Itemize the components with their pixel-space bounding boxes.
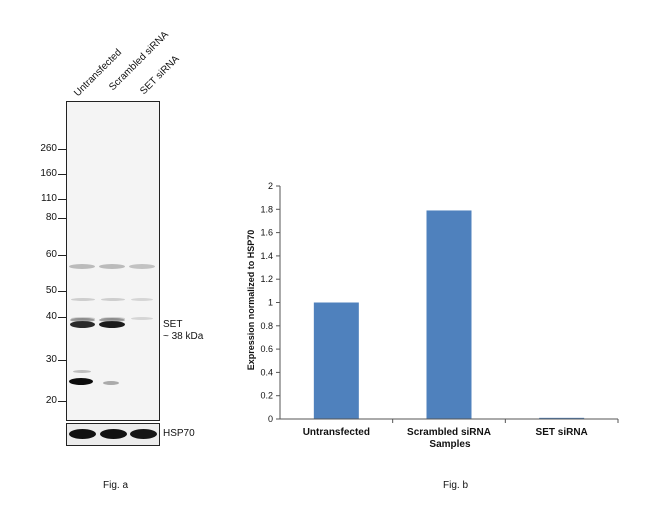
mw-marker: 30 xyxy=(30,354,70,366)
bars xyxy=(313,210,585,419)
y-axis: 0 0.2 0.4 0.6 0.8 1 1.2 1.4 1.6 1.8 2 xyxy=(260,181,281,424)
mw-marker: 50 xyxy=(30,285,70,297)
hsp70-label: HSP70 xyxy=(163,428,195,439)
bar-untransfected xyxy=(313,302,359,419)
mw-marker: 20 xyxy=(30,395,70,407)
y-tick-label: 0.2 xyxy=(260,391,273,401)
x-axis: Untransfected Scrambled siRNA SET siRNA xyxy=(280,418,619,438)
bar-scrambled-sirna xyxy=(426,210,472,419)
mw-marker: 60 xyxy=(30,249,70,261)
blot-membrane xyxy=(66,101,160,421)
x-category-label: SET siRNA xyxy=(536,427,588,438)
y-tick-label: 0.8 xyxy=(260,321,273,331)
bar-chart: 0 0.2 0.4 0.6 0.8 1 1.2 1.4 1.6 1.8 2 Untransfecte… xyxy=(246,181,619,450)
hsp70-loading-blot xyxy=(66,423,160,446)
set-band-untransfected xyxy=(70,321,95,328)
y-tick-label: 1.6 xyxy=(260,228,273,238)
x-category-label: Scrambled siRNA xyxy=(407,427,491,438)
y-axis-label: Expression normalized to HSP70 xyxy=(246,230,256,371)
y-tick-label: 1 xyxy=(268,298,273,308)
set-size-label: ~ 38 kDa xyxy=(163,331,204,342)
y-tick-label: 1.8 xyxy=(260,204,273,214)
y-tick-label: 1.2 xyxy=(260,274,273,284)
western-blot-panel: Untransfected Scrambled siRNA SET siRNA … xyxy=(0,0,240,531)
y-tick-label: 1.4 xyxy=(260,251,273,261)
mw-marker: 260 xyxy=(30,143,70,155)
low-band-untransfected xyxy=(69,378,93,385)
x-category-label: Untransfected xyxy=(303,427,370,438)
y-tick-label: 0.6 xyxy=(260,344,273,354)
set-band-scrambled xyxy=(99,321,125,328)
bar-set-sirna xyxy=(539,417,585,419)
fig-a-caption: Fig. a xyxy=(103,480,129,491)
mw-marker: 110 xyxy=(30,193,70,205)
mw-marker: 160 xyxy=(30,168,70,180)
mw-marker: 40 xyxy=(30,311,70,323)
y-tick-label: 2 xyxy=(268,181,273,191)
mw-marker: 80 xyxy=(30,212,70,224)
y-tick-label: 0 xyxy=(268,414,273,424)
set-label: SET xyxy=(163,319,183,330)
y-tick-label: 0.4 xyxy=(260,367,273,377)
fig-b-caption: Fig. b xyxy=(443,480,469,491)
x-axis-label: Samples xyxy=(429,439,471,450)
